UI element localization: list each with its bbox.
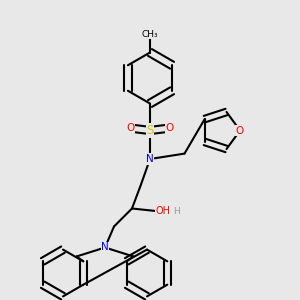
Text: O: O xyxy=(165,123,174,133)
Text: O: O xyxy=(236,125,244,136)
Text: S: S xyxy=(146,124,154,137)
Text: H: H xyxy=(173,207,179,216)
Text: N: N xyxy=(146,154,154,164)
Text: CH₃: CH₃ xyxy=(142,30,158,39)
Text: N: N xyxy=(101,242,109,253)
Text: O: O xyxy=(126,123,135,133)
Text: OH: OH xyxy=(155,206,170,217)
